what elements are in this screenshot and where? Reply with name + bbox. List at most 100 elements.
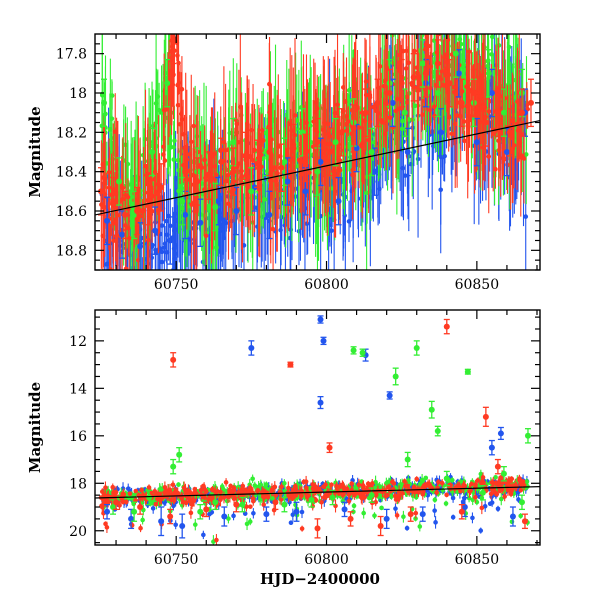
data-point xyxy=(428,64,434,69)
data-point xyxy=(152,169,158,175)
data-point xyxy=(314,139,321,146)
data-point xyxy=(268,178,273,184)
data-point xyxy=(113,219,118,225)
data-point xyxy=(197,219,204,226)
data-point xyxy=(467,88,473,93)
data-point xyxy=(442,55,447,60)
data-point xyxy=(203,233,209,239)
data-point xyxy=(171,503,176,509)
y-axis: 17.8 18 18.2 18.4 18.6 18.8 xyxy=(56,43,540,271)
y-tick-label: 18.4 xyxy=(56,165,87,181)
data-point xyxy=(434,90,441,96)
data-point xyxy=(510,146,516,151)
data-point xyxy=(361,148,366,154)
data-point xyxy=(437,129,444,136)
data-point xyxy=(188,139,194,145)
x-tick-label: 60750 xyxy=(154,277,199,293)
data-point xyxy=(164,80,171,87)
data-point xyxy=(382,131,388,137)
plot-area xyxy=(95,315,540,550)
data-point xyxy=(270,226,276,232)
data-point xyxy=(415,156,421,162)
data-point xyxy=(248,188,255,195)
data-point xyxy=(489,52,494,57)
data-point xyxy=(449,131,455,137)
data-point xyxy=(454,113,460,118)
data-point xyxy=(173,522,178,528)
data-point xyxy=(239,174,245,180)
data-point xyxy=(302,154,309,161)
data-point xyxy=(523,214,529,219)
data-point xyxy=(503,149,510,155)
data-point xyxy=(438,76,444,82)
data-point xyxy=(379,505,384,511)
y-tick-label: 18.6 xyxy=(56,204,87,220)
data-point xyxy=(404,149,411,155)
data-point xyxy=(501,155,506,161)
data-point xyxy=(478,94,483,99)
data-point xyxy=(506,129,513,136)
data-point xyxy=(434,60,441,67)
data-point xyxy=(401,514,406,520)
data-point xyxy=(299,509,305,515)
data-point xyxy=(252,147,257,153)
data-point xyxy=(470,90,477,96)
data-point xyxy=(248,154,253,160)
data-point xyxy=(398,80,405,87)
data-point xyxy=(404,525,410,531)
data-point xyxy=(212,164,218,169)
data-point xyxy=(419,60,426,67)
data-point xyxy=(191,182,197,187)
x-tick-label: 60850 xyxy=(455,277,500,293)
data-point xyxy=(258,152,264,158)
data-point xyxy=(159,249,165,255)
data-point xyxy=(109,93,115,98)
data-point xyxy=(217,545,222,550)
data-point xyxy=(194,178,201,185)
data-point xyxy=(412,48,417,54)
data-point xyxy=(426,54,431,60)
data-point xyxy=(506,44,512,50)
data-point xyxy=(432,508,437,513)
data-point xyxy=(206,172,213,179)
data-point xyxy=(465,123,471,129)
data-point xyxy=(371,168,378,175)
data-point xyxy=(454,91,459,97)
data-point xyxy=(201,187,207,192)
x-axis: 60750 60800 60850 xyxy=(115,34,538,293)
data-point xyxy=(400,165,406,171)
data-point xyxy=(451,24,456,29)
data-point xyxy=(482,119,489,126)
data-point xyxy=(161,107,167,113)
data-point xyxy=(366,137,371,143)
data-point xyxy=(179,86,185,92)
data-point xyxy=(281,158,288,165)
data-point xyxy=(176,188,181,194)
data-point xyxy=(429,10,434,15)
data-point xyxy=(401,109,408,116)
data-point xyxy=(251,510,256,516)
data-point xyxy=(223,178,229,184)
data-point xyxy=(389,99,396,106)
data-point xyxy=(107,127,113,132)
data-point xyxy=(180,131,186,137)
data-point xyxy=(326,149,333,155)
data-point xyxy=(249,127,255,133)
data-point xyxy=(275,171,280,176)
data-point xyxy=(122,211,129,218)
data-point xyxy=(102,192,108,197)
data-point xyxy=(238,104,243,110)
data-point xyxy=(143,163,148,169)
data-point xyxy=(523,152,529,157)
data-point xyxy=(371,104,377,110)
data-point xyxy=(218,227,224,232)
data-point xyxy=(290,512,296,518)
data-point xyxy=(400,48,406,54)
data-point xyxy=(149,149,156,155)
data-point xyxy=(500,109,507,116)
data-point xyxy=(423,475,429,481)
data-point xyxy=(154,119,159,125)
data-point xyxy=(115,212,121,218)
data-point xyxy=(455,18,460,23)
